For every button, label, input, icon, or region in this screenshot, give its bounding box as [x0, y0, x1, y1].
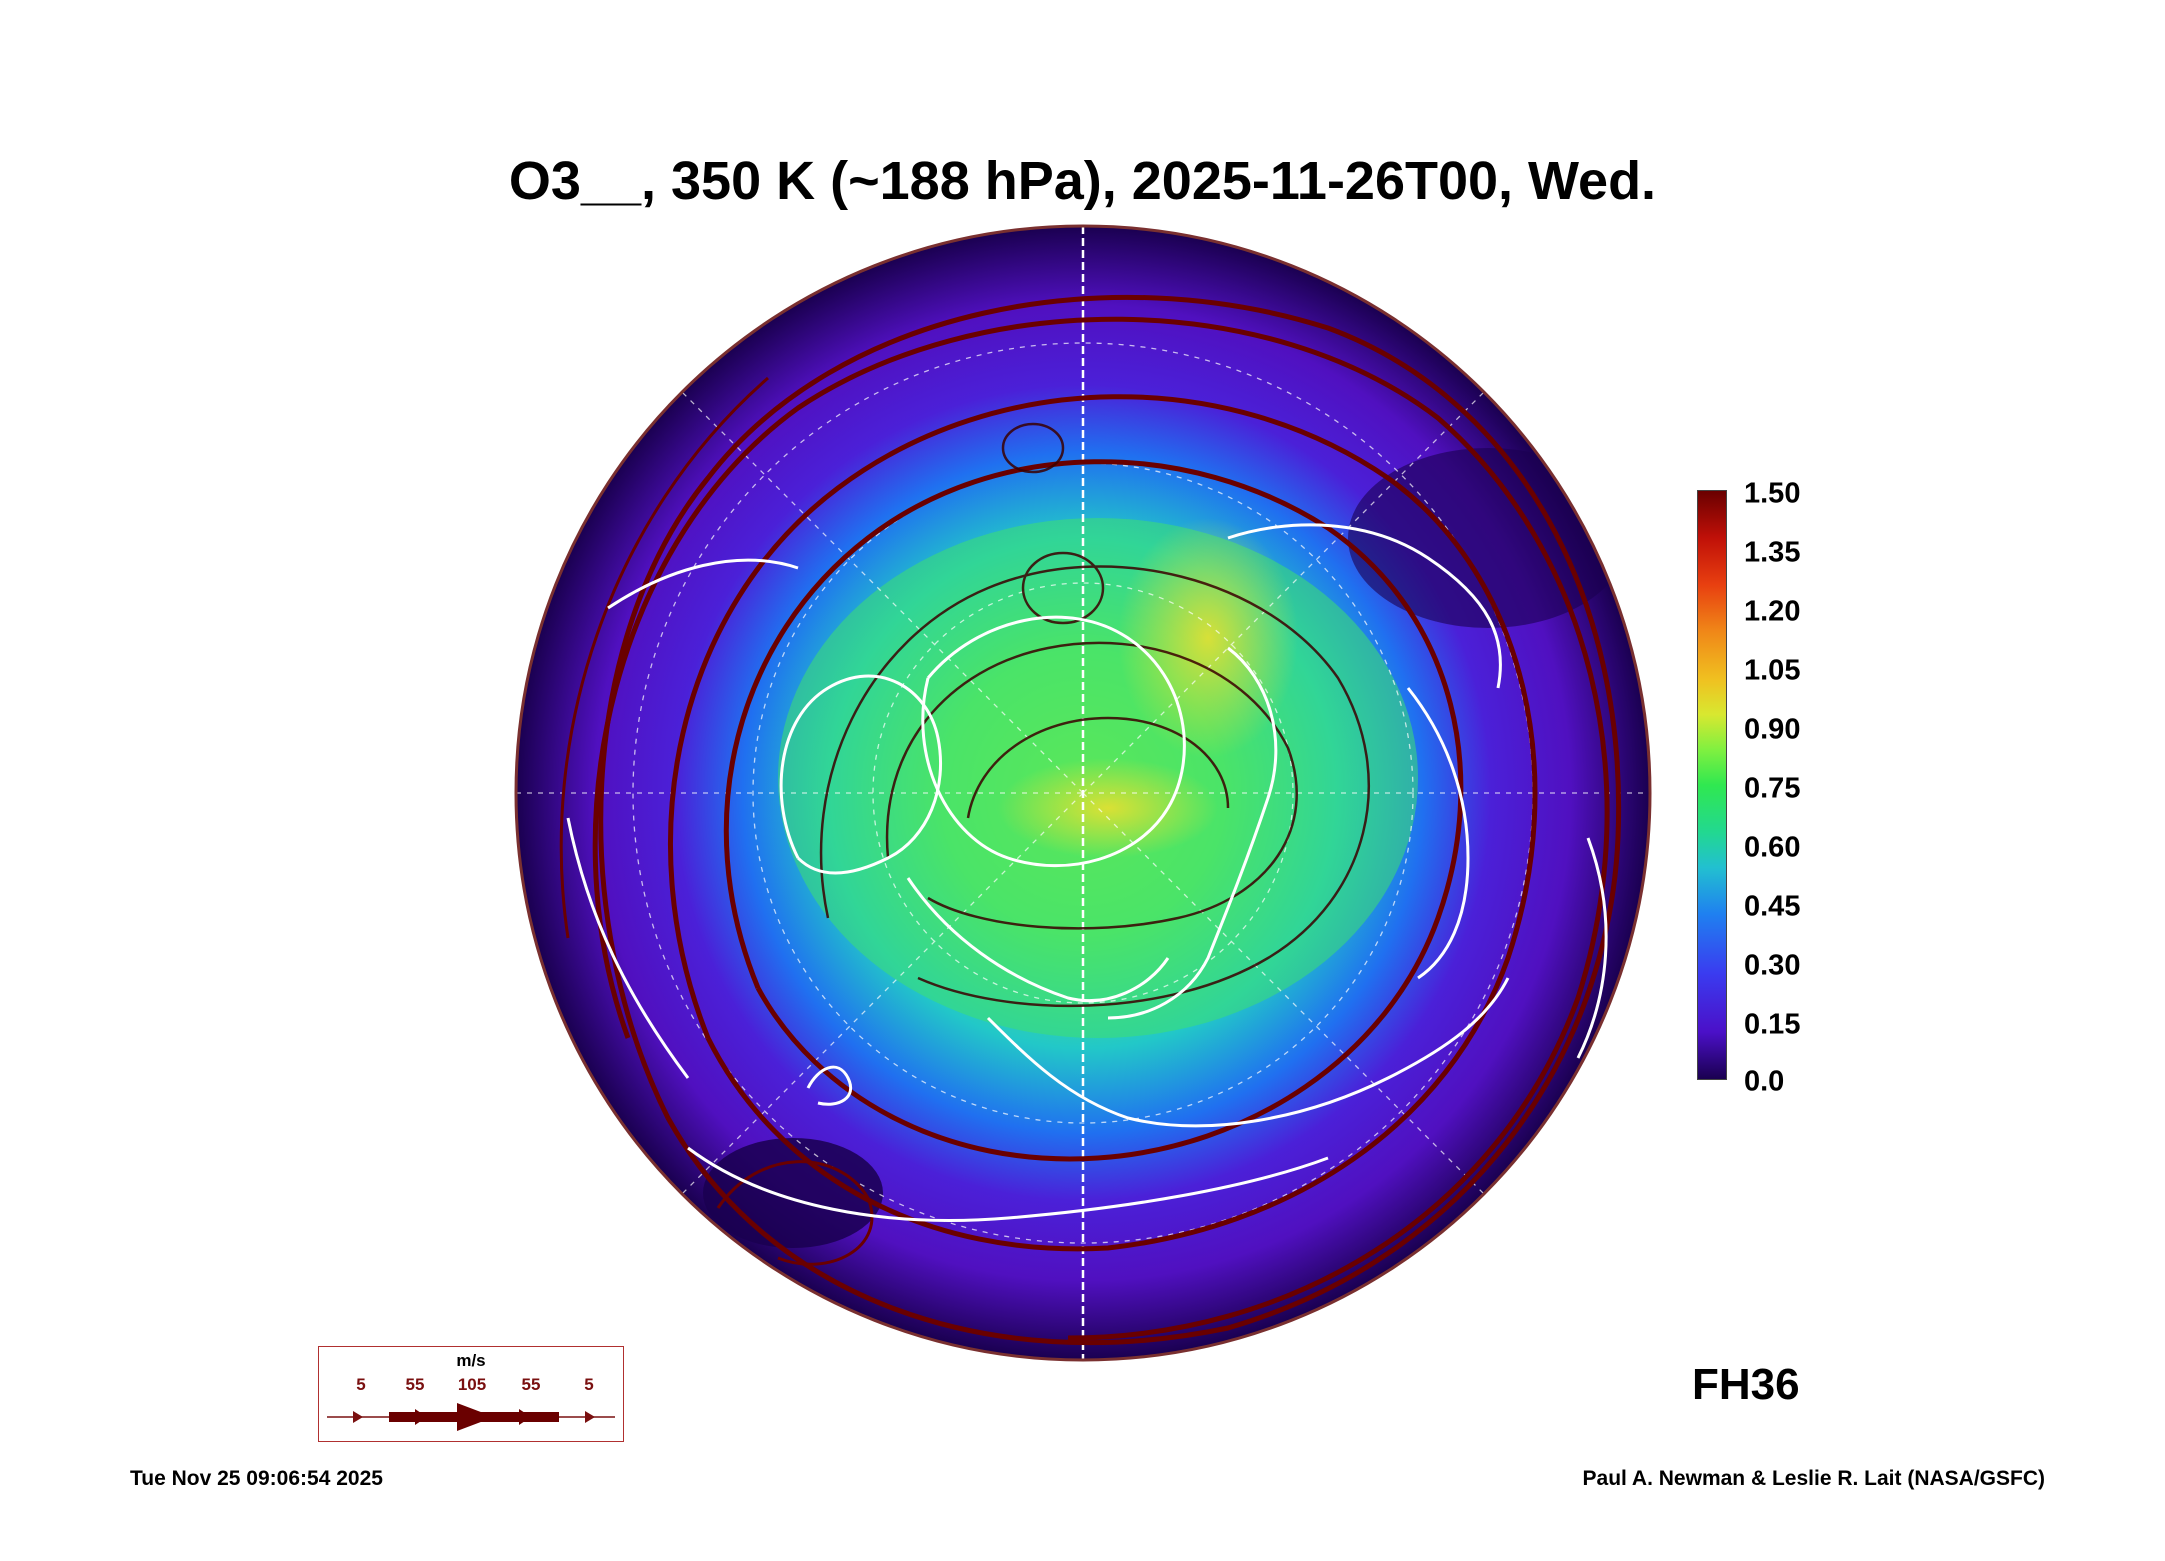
map-title: O3__, 350 K (~188 hPa), 2025-11-26T00, W… — [508, 151, 1657, 211]
colorbar-tick: 0.15 — [1744, 1008, 1801, 1041]
wind-speed-legend: m/s 5 55 105 55 5 — [318, 1346, 624, 1442]
map-border — [514, 224, 1652, 1362]
coastlines — [566, 523, 1608, 1222]
colorbar-tick: 1.20 — [1744, 595, 1801, 628]
footer-credit: Paul A. Newman & Leslie R. Lait (NASA/GS… — [1582, 1467, 2045, 1490]
wind-speed-label: 105 — [457, 1375, 487, 1394]
colorbar-tick: 0.30 — [1744, 949, 1801, 982]
colorbar-tick: 0.0 — [1744, 1065, 1785, 1098]
colorbar-tick: 0.90 — [1744, 713, 1801, 746]
colorbar-tick: 1.50 — [1744, 477, 1801, 510]
colorbar-tick: 1.05 — [1744, 654, 1801, 687]
colorbar-tick: 1.35 — [1744, 536, 1801, 569]
wind-streamlines — [559, 294, 1640, 1346]
colorbar-tick: 0.75 — [1744, 772, 1801, 805]
wind-speed-label: 55 — [521, 1375, 541, 1394]
colorbar-tick: 0.60 — [1744, 831, 1801, 864]
forecast-hour-label: FH36 — [1692, 1360, 1800, 1409]
wind-speed-label: 5 — [584, 1375, 594, 1394]
wind-unit-label: m/s — [456, 1351, 486, 1370]
colorbar-tick: 0.45 — [1744, 890, 1801, 923]
wind-speed-label: 5 — [356, 1375, 366, 1394]
footer-timestamp: Tue Nov 25 09:06:54 2025 — [130, 1467, 383, 1490]
polar-ozone-map — [514, 224, 1652, 1362]
wind-legend-arrow — [327, 1403, 615, 1431]
wind-speed-label: 55 — [405, 1375, 425, 1394]
colorbar — [1697, 490, 1727, 1080]
